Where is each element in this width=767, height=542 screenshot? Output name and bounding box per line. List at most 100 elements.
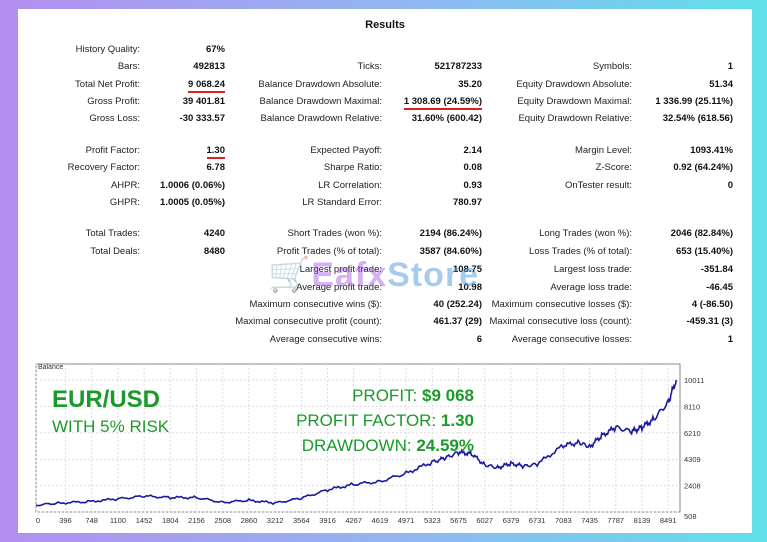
x-tick-label: 3564 (293, 516, 310, 525)
stat-value: 1 (727, 334, 733, 345)
stat-label: LR Standard Error: (302, 197, 382, 208)
stat-value-highlighted: 9 068.24 (188, 79, 225, 93)
stat-label: Total Deals: (90, 246, 140, 257)
stat-value: -459.31 (3) (686, 316, 733, 327)
x-tick-label: 1804 (162, 516, 179, 525)
stat-label: Recovery Factor: (67, 162, 140, 173)
stat-label: History Quality: (75, 44, 140, 55)
x-tick-label: 7083 (555, 516, 572, 525)
stat-label: Loss Trades (% of total): (529, 246, 632, 257)
stat-value: 461.37 (29) (433, 316, 482, 327)
results-panel: Results History Quality: 67% Bars: 492813 To… (18, 9, 752, 533)
stat-value: 1 (727, 61, 733, 72)
x-tick-label: 2508 (214, 516, 231, 525)
risk-label: WITH 5% RISK (52, 417, 170, 436)
stat-label: Average loss trade: (550, 282, 632, 293)
stat-value: 0.92 (64.24%) (673, 162, 733, 173)
y-tick-label: 508 (684, 512, 697, 521)
stat-label: AHPR: (110, 180, 140, 191)
stat-label: LR Correlation: (318, 180, 382, 191)
stat-label: Long Trades (won %): (539, 228, 632, 239)
stat-value: 780.97 (452, 197, 482, 208)
x-tick-label: 396 (59, 516, 72, 525)
stat-label: Profit Factor: (85, 145, 140, 156)
profit-label: PROFIT: (352, 386, 418, 405)
stat-value: 32.54% (618.56) (662, 113, 733, 124)
stat-value: 31.60% (600.42) (411, 113, 482, 124)
stat-value: 1 336.99 (25.11%) (655, 96, 733, 107)
y-tick-label: 2408 (684, 482, 701, 491)
stat-value: -351.84 (700, 264, 733, 275)
stat-value: 6.78 (206, 162, 226, 173)
stat-label: Margin Level: (574, 145, 632, 156)
stat-value: 2.14 (463, 145, 483, 156)
x-tick-label: 6379 (503, 516, 520, 525)
stat-label: Equity Drawdown Absolute: (516, 79, 632, 90)
stat-value: 0.08 (463, 162, 483, 173)
stat-value: 0.93 (463, 180, 483, 191)
stat-value: 51.34 (709, 79, 733, 90)
x-tick-label: 6731 (529, 516, 546, 525)
stat-label: Z-Score: (595, 162, 632, 173)
stat-value: 67% (205, 44, 225, 55)
balance-chart-svg: 0 396 748 1100 1452 1804 2156 2508 2860 3212 3564 3… (35, 363, 704, 525)
x-tick-label: 8491 (660, 516, 677, 525)
stat-label: Gross Profit: (87, 96, 140, 107)
stat-value: 1.0005 (0.05%) (160, 197, 225, 208)
stat-label: Balance Drawdown Relative: (260, 113, 382, 124)
x-tick-label: 1100 (110, 516, 126, 525)
x-tick-label: 5675 (450, 516, 467, 525)
stat-label: Gross Loss: (89, 113, 140, 124)
drawdown-label: DRAWDOWN: (301, 436, 412, 455)
stat-label: GHPR: (109, 197, 140, 208)
y-tick-label: 8110 (684, 402, 700, 411)
stat-value: 2194 (86.24%) (419, 228, 482, 239)
cart-icon: 🛒 (268, 256, 312, 294)
stat-value: 8480 (203, 246, 225, 257)
stat-label: Total Net Profit: (75, 79, 140, 90)
profit-value: $9 068 (422, 386, 474, 405)
y-tick-label: 10011 (684, 376, 704, 385)
stat-label: Average profit trade: (296, 282, 382, 293)
pair-label: EUR/USD (52, 386, 161, 413)
stat-label: Bars: (117, 61, 140, 72)
results-title: Results (365, 19, 405, 31)
stat-label: Balance Drawdown Maximal: (259, 96, 383, 107)
stat-value: 492813 (193, 61, 225, 72)
stat-value: 1093.41% (690, 145, 733, 156)
stat-value: 10.98 (458, 282, 482, 293)
stat-value-highlighted: 1.30 (206, 145, 225, 159)
x-tick-label: 7787 (607, 516, 624, 525)
y-tick-label: 6210 (684, 429, 701, 438)
stat-label: Average consecutive wins: (269, 334, 382, 345)
stat-value: 3587 (84.60%) (419, 246, 482, 257)
x-tick-label: 5323 (424, 516, 441, 525)
stat-label: Sharpe Ratio: (323, 162, 382, 173)
stat-label: Equity Drawdown Relative: (518, 113, 632, 124)
stat-label: Total Trades: (85, 228, 140, 239)
x-tick-label: 1452 (136, 516, 153, 525)
x-tick-label: 748 (85, 516, 98, 525)
y-tick-label: 4309 (684, 455, 701, 464)
x-tick-label: 3212 (267, 516, 284, 525)
balance-chart: 0 396 748 1100 1452 1804 2156 2508 2860 3212 3564 3… (34, 362, 744, 530)
stat-value: 4 (-86.50) (691, 299, 733, 310)
x-tick-label: 4971 (398, 516, 415, 525)
stat-label: Average consecutive losses: (511, 334, 632, 345)
stat-value: 39 401.81 (182, 96, 225, 107)
drawdown-value: 24.59% (416, 436, 474, 455)
stat-value: 2046 (82.84%) (670, 228, 733, 239)
x-tick-label: 7435 (581, 516, 598, 525)
stat-label: Ticks: (357, 61, 382, 72)
x-tick-label: 6027 (476, 516, 493, 525)
stat-label: Maximal consecutive profit (count): (235, 316, 382, 327)
profit-factor-value: 1.30 (440, 411, 474, 430)
eafx-store-watermark: 🛒EafxStore (268, 256, 480, 294)
x-tick-label: 2860 (241, 516, 258, 525)
stat-value: 521787233 (434, 61, 482, 72)
stat-value: -30 333.57 (179, 113, 225, 124)
x-tick-label: 8139 (634, 516, 651, 525)
stat-value: 6 (476, 334, 482, 345)
stat-value: 108.75 (452, 264, 482, 275)
stat-label: Largest profit trade: (299, 264, 382, 275)
